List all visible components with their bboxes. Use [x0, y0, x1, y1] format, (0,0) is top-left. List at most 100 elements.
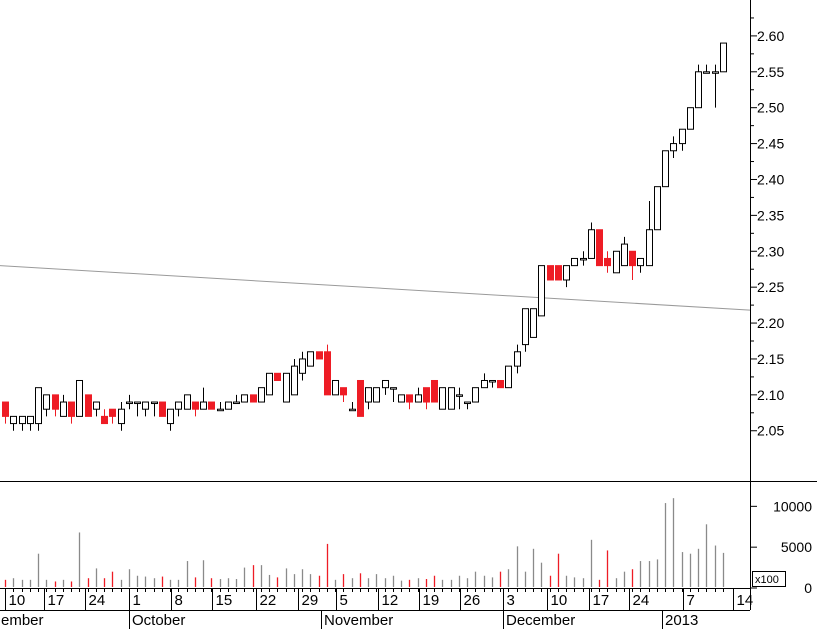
candle-body [208, 401, 215, 410]
candle [250, 394, 257, 403]
candle-body [497, 379, 504, 389]
candle [340, 387, 347, 403]
candle-body [93, 401, 100, 410]
candle-body [19, 415, 26, 425]
candle [481, 373, 488, 389]
day-label: 14 [737, 592, 754, 609]
candle-body [250, 394, 257, 403]
candle [142, 401, 149, 417]
candle-body [687, 107, 694, 130]
day-label: 17 [48, 592, 65, 609]
day-label: 26 [464, 592, 481, 609]
candle-body [390, 387, 397, 390]
candle-body [588, 229, 595, 259]
candle [109, 408, 116, 424]
candle [637, 257, 644, 273]
volume-tick-label: 5000 [781, 539, 812, 555]
candle-body [85, 394, 92, 417]
candle [695, 64, 702, 109]
candle-body [233, 401, 240, 405]
candle [192, 401, 199, 417]
candle [588, 222, 595, 259]
candle-body [596, 229, 603, 267]
candle-body [68, 401, 75, 417]
candle [571, 257, 578, 267]
candle [431, 379, 438, 403]
candle [448, 387, 455, 410]
candle-body [126, 401, 133, 405]
candle-body [431, 379, 438, 403]
candle-body [151, 401, 158, 405]
candle [349, 402, 356, 412]
candle-body [695, 71, 702, 109]
day-label: 24 [89, 592, 106, 609]
candle [357, 379, 364, 417]
candle-body [10, 415, 17, 425]
candle-body [134, 401, 141, 405]
candle [472, 387, 479, 403]
candle [2, 401, 9, 424]
candle [76, 379, 83, 417]
candle-body [27, 415, 34, 425]
candle-body [159, 401, 166, 417]
candle [613, 250, 620, 274]
day-label: 10 [551, 592, 568, 609]
candle-body [225, 401, 232, 410]
candle-body [76, 379, 83, 417]
day-label: 8 [175, 592, 183, 609]
candle [43, 394, 50, 417]
candle [621, 236, 628, 267]
candle [307, 351, 314, 367]
price-tick-label: 2.60 [757, 28, 784, 44]
candle-body [109, 408, 116, 417]
day-label: 12 [382, 592, 399, 609]
candle-body [2, 401, 9, 417]
price-tick-label: 2.45 [757, 136, 784, 152]
candle-body [654, 186, 661, 231]
candle-body [283, 372, 290, 403]
candle [233, 394, 240, 405]
candle [464, 401, 471, 410]
candle [332, 379, 339, 396]
candle [35, 387, 42, 431]
candle [514, 344, 521, 374]
candle-body [670, 143, 677, 152]
candle-body [530, 308, 537, 338]
candle [200, 387, 207, 410]
candle-body [324, 351, 331, 396]
month-label: December [506, 612, 575, 629]
day-label: 15 [216, 592, 233, 609]
candle [151, 401, 158, 417]
candle [646, 201, 653, 267]
volume-scale-label: x100 [755, 574, 779, 586]
candle-body [373, 387, 380, 403]
candle [27, 415, 34, 431]
candle-body [538, 265, 545, 317]
candle-body [563, 265, 570, 281]
candle-body [703, 71, 710, 74]
candle-body [357, 379, 364, 417]
candle [126, 394, 133, 410]
volume-tick-label: 10000 [773, 498, 812, 514]
candle [489, 379, 496, 388]
volume-scale-box [752, 571, 786, 587]
candle [10, 415, 17, 431]
candle [555, 265, 562, 281]
price-tick-label: 2.25 [757, 279, 784, 295]
candle-body [679, 128, 686, 145]
candle-body [646, 229, 653, 267]
candle [662, 150, 669, 188]
candle [52, 394, 59, 417]
candle-body [175, 401, 182, 410]
candle-body [547, 265, 554, 281]
candle-body [35, 387, 42, 425]
candle [398, 394, 405, 403]
candle [299, 351, 306, 381]
candle-body [52, 394, 59, 410]
day-label: 5 [340, 592, 348, 609]
candle [175, 401, 182, 417]
candle [679, 128, 686, 151]
candle [258, 387, 265, 403]
day-label: 10 [9, 592, 26, 609]
